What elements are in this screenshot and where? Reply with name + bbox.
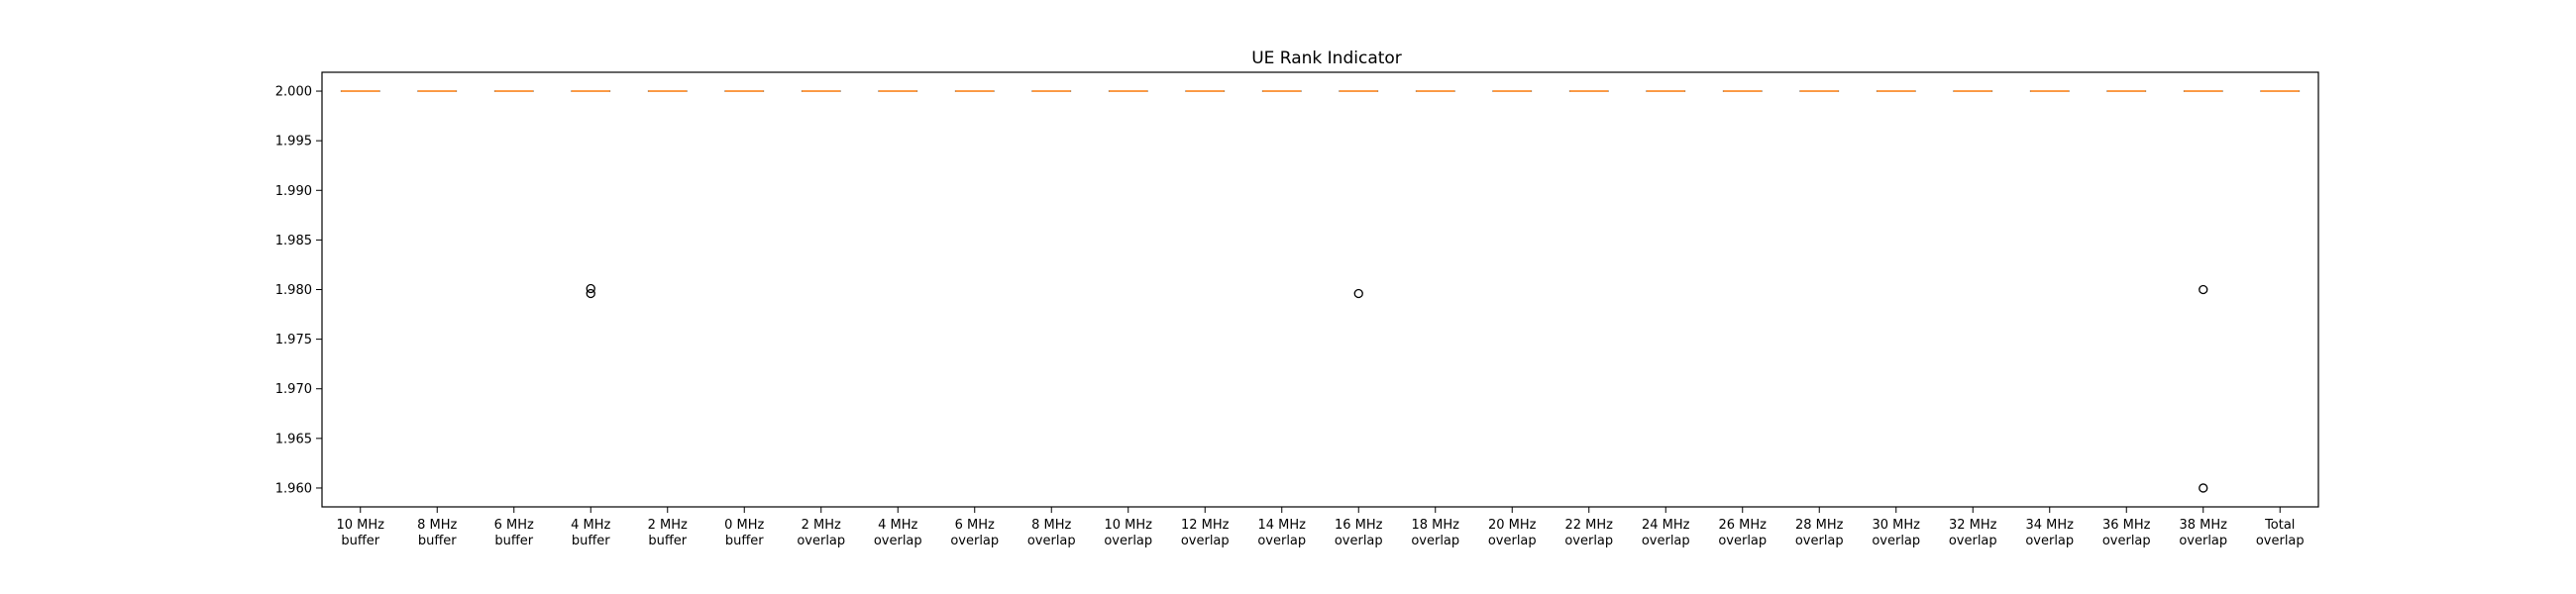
x-tick-label: 0 MHz: [724, 518, 764, 533]
x-tick-label: buffer: [648, 534, 687, 548]
y-tick-label: 1.980: [275, 283, 312, 298]
x-tick-label: 6 MHz: [494, 518, 534, 533]
x-tick-label: buffer: [418, 534, 457, 548]
x-tick-label: 2 MHz: [648, 518, 688, 533]
x-tick-label: overlap: [2102, 534, 2151, 548]
x-tick-label: buffer: [725, 534, 764, 548]
x-tick-label: overlap: [1949, 534, 1997, 548]
x-tick-label: overlap: [1488, 534, 1537, 548]
x-tick-label: overlap: [1411, 534, 1459, 548]
outlier-point: [1353, 288, 1363, 299]
x-tick-label: 22 MHz: [1565, 518, 1614, 533]
y-tick-label: 1.960: [275, 481, 312, 496]
x-tick-label: 6 MHz: [955, 518, 995, 533]
x-tick-label: overlap: [2179, 534, 2227, 548]
x-tick-label: 16 MHz: [1335, 518, 1383, 533]
x-tick-label: 8 MHz: [1031, 518, 1071, 533]
outlier-point: [586, 283, 595, 294]
y-tick-label: 1.990: [275, 184, 312, 199]
x-tick-label: Total: [2264, 518, 2295, 533]
y-tick-label: 2.000: [275, 85, 312, 100]
x-tick-label: 34 MHz: [2026, 518, 2075, 533]
chart-title: UE Rank Indicator: [1251, 49, 1402, 68]
x-tick-label: overlap: [2256, 534, 2305, 548]
y-tick-label: 1.995: [275, 135, 312, 149]
x-tick-label: 14 MHz: [1258, 518, 1307, 533]
x-tick-label: overlap: [1564, 534, 1613, 548]
x-tick-label: overlap: [1257, 534, 1306, 548]
x-tick-label: 24 MHz: [1642, 518, 1690, 533]
outlier-point: [586, 288, 595, 299]
x-tick-label: overlap: [797, 534, 845, 548]
x-tick-label: buffer: [341, 534, 379, 548]
x-tick-label: 28 MHz: [1795, 518, 1844, 533]
y-tick-label: 1.975: [275, 333, 312, 347]
x-tick-label: overlap: [1335, 534, 1383, 548]
x-tick-label: 10 MHz: [1105, 518, 1153, 533]
x-tick-label: overlap: [1027, 534, 1076, 548]
x-tick-label: 32 MHz: [1949, 518, 1997, 533]
x-tick-label: overlap: [1642, 534, 1690, 548]
x-tick-label: overlap: [1795, 534, 1844, 548]
x-tick-label: overlap: [1718, 534, 1767, 548]
x-tick-label: 18 MHz: [1412, 518, 1460, 533]
plot-area: 2.000 1.995 1.990 1.985 1.980 1.975 1.970 1.965…: [275, 85, 2305, 548]
x-tick-label: 4 MHz: [571, 518, 610, 533]
axes-frame: [321, 71, 2319, 508]
x-tick-label: 20 MHz: [1488, 518, 1537, 533]
x-tick-label: 4 MHz: [878, 518, 917, 533]
x-tick-label: 2 MHz: [802, 518, 841, 533]
x-tick-label: 8 MHz: [417, 518, 457, 533]
x-tick-label: overlap: [1872, 534, 1920, 548]
y-tick-label: 1.970: [275, 382, 312, 397]
x-tick-label: 10 MHz: [337, 518, 385, 533]
x-tick-label: overlap: [950, 534, 999, 548]
y-tick-label: 1.985: [275, 234, 312, 248]
x-tick-label: buffer: [572, 534, 610, 548]
x-tick-label: overlap: [2025, 534, 2074, 548]
x-tick-label: buffer: [494, 534, 533, 548]
outlier-point: [2199, 483, 2208, 493]
x-tick-label: overlap: [874, 534, 922, 548]
y-tick-label: 1.965: [275, 432, 312, 446]
x-tick-label: 30 MHz: [1873, 518, 1921, 533]
x-tick-label: overlap: [1181, 534, 1230, 548]
x-tick-label: 38 MHz: [2180, 518, 2228, 533]
x-tick-label: 26 MHz: [1719, 518, 1768, 533]
x-tick-label: 12 MHz: [1181, 518, 1230, 533]
outlier-point: [2199, 284, 2208, 295]
x-tick-label: 36 MHz: [2102, 518, 2151, 533]
x-tick-label: overlap: [1104, 534, 1152, 548]
